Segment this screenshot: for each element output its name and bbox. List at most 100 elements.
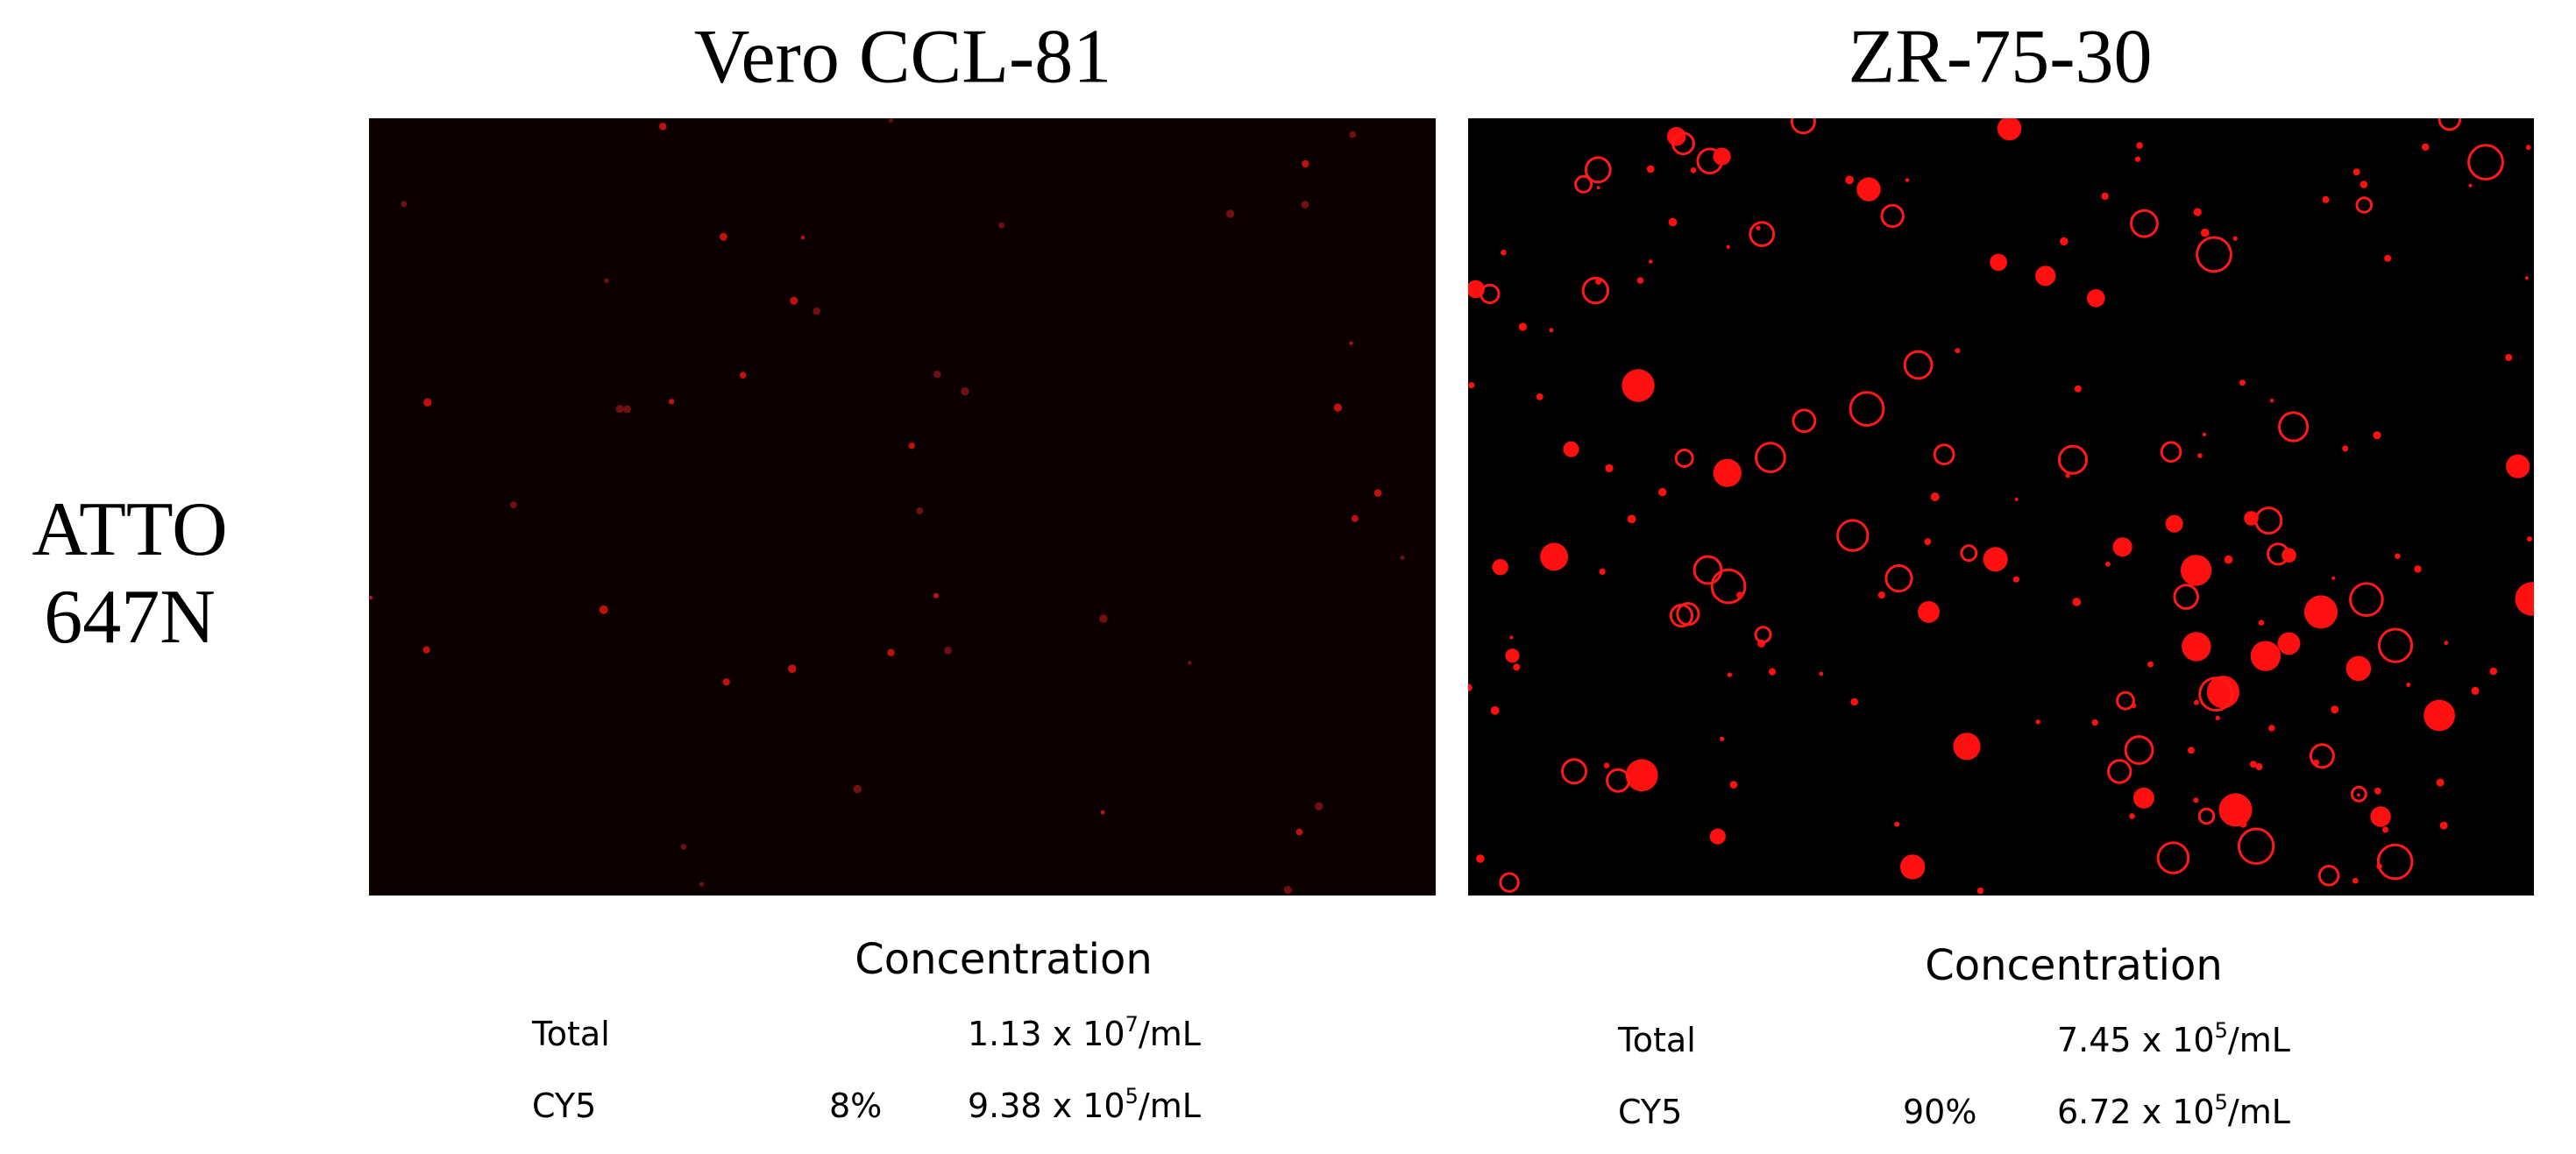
spot [1884,563,1913,593]
spot [2352,168,2360,176]
spots [369,118,1405,895]
spot [2278,411,2310,442]
spot [2350,785,2367,803]
spot [2197,807,2216,825]
spot [699,881,704,887]
spot [2188,747,2195,754]
spot [1692,555,1723,585]
spot [1549,328,1554,333]
spot [2269,399,2274,403]
spot [1710,568,1747,605]
spot [1283,886,1292,895]
spot [1726,244,1730,249]
spot [1349,131,1357,138]
spot [1501,249,1507,256]
table-heading: Concentration [1925,941,2223,990]
spot [2360,181,2368,188]
spot [1492,559,1508,576]
spot [739,372,747,379]
spot [1983,547,2008,572]
spot [2468,183,2473,188]
spot [2130,209,2159,238]
spot [790,296,798,305]
spot [1749,221,1776,248]
spot [422,646,430,654]
spot [2436,778,2445,787]
spot [2395,553,2401,559]
spot [509,501,517,509]
row-label-line: 647N [44,575,216,660]
spot [1476,854,1485,863]
row-label: Total [532,1015,610,1053]
spot [1754,626,1772,644]
spot [1729,781,1738,789]
spot [933,370,941,379]
spot [1468,382,1475,389]
spot [401,201,408,208]
spot [2414,565,2422,573]
value: 6.72 x 105/mL [2057,1090,2290,1131]
spot [2193,797,2199,804]
spot [1768,668,1777,676]
spot [1658,488,1667,497]
spot [1668,217,1678,227]
spot [2467,144,2504,181]
spot [1736,591,1743,599]
spot [2224,555,2233,564]
spot [800,236,805,240]
value-unit: /mL [2227,1093,2290,1131]
value-base: 9.38 x 10 [968,1087,1125,1125]
spot [1315,802,1323,811]
spot [1574,174,1593,194]
spot [2156,841,2190,874]
spot [2515,582,2534,616]
spot [2091,719,2098,726]
spot [1924,538,1932,546]
spot [1625,759,1658,792]
spot [2304,595,2338,629]
spot [2377,627,2414,663]
spot [2422,143,2430,151]
spot [2439,821,2448,830]
spot [2322,195,2330,203]
spot [1509,635,1514,640]
spot [1603,762,1610,768]
spot [2132,787,2154,809]
spot [1400,555,1405,560]
spot [2060,237,2069,246]
micrograph [1468,118,2534,896]
spot [1880,203,1905,229]
spot [2237,827,2275,865]
spot [2355,196,2374,214]
spot [2376,843,2414,881]
spot [933,592,939,598]
spot [1499,872,1520,893]
column-title: ZR-75-30 [1848,14,2153,100]
spot [853,784,862,794]
spot [1584,156,1612,184]
spot [2489,667,2498,676]
spot [2258,619,2265,626]
spot [1900,854,1926,880]
row-label: CY5 [1618,1093,1683,1131]
spot [2331,705,2339,714]
spot [1490,706,1500,715]
spot [2471,686,2480,695]
spot [2505,354,2513,361]
spot [2352,877,2359,884]
spot [2014,498,2019,501]
spot [1596,186,1600,190]
spot [1581,276,1610,305]
spot [2101,192,2109,201]
spot [2173,584,2200,610]
micrograph [369,118,1436,896]
spot [2239,379,2246,386]
spot [2200,228,2210,237]
spot [1225,209,1235,218]
spot [1468,683,1473,692]
spot [1955,348,1961,354]
spot [2202,432,2207,436]
value-exponent: 5 [2214,1090,2228,1115]
spots [1468,118,2534,895]
spot [1720,736,1725,741]
